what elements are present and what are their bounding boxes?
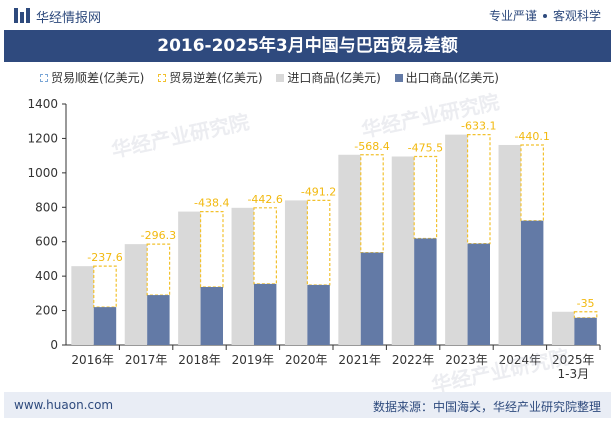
tagline: 专业严谨 客观科学: [489, 7, 601, 24]
deficit-data-label: -633.1: [461, 120, 496, 133]
x-tick-label: 2024年: [499, 353, 542, 367]
deficit-box: [360, 154, 384, 254]
bar-chart: 0 200 400 600 800 1000 1200 1400 -237.6 2016年 -296…: [27, 97, 601, 381]
legend-item-export[interactable]: 出口商品(亿美元): [394, 69, 499, 86]
deficit-box: [93, 265, 117, 308]
deficit-box: [413, 155, 438, 240]
import-bar: [231, 207, 254, 345]
legend-swatch-import: [276, 74, 285, 82]
import-bar: [551, 311, 575, 345]
export-bar: [200, 286, 223, 345]
export-bar: [414, 238, 437, 345]
legend-label-import: 进口商品(亿美元): [287, 71, 381, 85]
legend-item-import[interactable]: 进口商品(亿美元): [276, 69, 381, 86]
export-bar: [253, 283, 277, 345]
deficit-data-label: -440.1: [514, 130, 549, 143]
x-tick-label: 2022年: [392, 353, 435, 367]
y-tick-label: 800: [35, 200, 58, 214]
brand-name[interactable]: 华经情报网: [36, 11, 102, 26]
legend-label-surplus: 贸易顺差(亿美元): [51, 71, 145, 85]
x-tick-label: 2016年: [71, 353, 114, 367]
chart-title: 2016-2025年3月中国与巴西贸易差额: [157, 36, 458, 56]
export-bar: [307, 284, 330, 345]
import-bar: [338, 154, 361, 345]
import-bar: [391, 156, 415, 345]
deficit-data-label: -237.6: [87, 251, 122, 264]
deficit-data-label: -568.4: [354, 140, 389, 153]
deficit-data-label: -35: [577, 297, 595, 310]
export-bar: [147, 295, 170, 345]
legend-item-deficit[interactable]: 贸易逆差(亿美元): [158, 69, 263, 86]
legend-item-surplus[interactable]: 贸易顺差(亿美元): [40, 69, 144, 86]
y-tick-label: 1200: [27, 131, 58, 145]
x-tick-label: 2019年: [232, 353, 275, 367]
export-bar: [467, 243, 490, 345]
footer-site-link[interactable]: www.huaon.com: [14, 398, 114, 412]
top-bar: 华经情报网 专业严谨 客观科学: [0, 0, 615, 30]
export-bar: [574, 317, 597, 345]
deficit-box: [573, 311, 598, 319]
deficit-data-label: -475.5: [408, 142, 443, 155]
legend-label-export: 出口商品(亿美元): [405, 71, 499, 85]
tagline-dot: [542, 13, 547, 18]
import-bar: [71, 266, 94, 345]
import-bar: [178, 211, 201, 345]
import-bar: [498, 144, 521, 345]
x-tick-label: 1-3月: [557, 367, 589, 381]
legend-label-deficit: 贸易逆差(亿美元): [169, 71, 263, 85]
export-bar: [360, 252, 384, 345]
footer-source: 数据来源：中国海关，华经产业研究院整理: [372, 400, 601, 414]
y-tick-label: 1400: [27, 97, 58, 111]
x-tick-label: 2018年: [178, 353, 221, 367]
title-bar: 2016-2025年3月中国与巴西贸易差额: [4, 30, 611, 62]
deficit-box: [146, 243, 171, 296]
chart-legend: 贸易顺差(亿美元) 贸易逆差(亿美元) 进口商品(亿美元) 出口商品(亿美元): [40, 69, 600, 89]
legend-swatch-export: [394, 74, 403, 82]
y-tick-label: 200: [35, 304, 58, 318]
logo-icon: [14, 8, 30, 23]
deficit-data-label: -442.6: [247, 193, 282, 206]
import-bar: [445, 134, 468, 345]
deficit-box: [306, 199, 331, 286]
legend-swatch-deficit: [158, 74, 167, 82]
x-tick-label: 2023年: [445, 353, 488, 367]
export-bar: [520, 220, 544, 345]
deficit-data-label: -296.3: [141, 229, 176, 242]
footer-bar: www.huaon.com 数据来源：中国海关，华经产业研究院整理: [4, 392, 611, 418]
legend-swatch-surplus: [40, 74, 48, 82]
x-tick-label: 2017年: [125, 353, 168, 367]
y-tick-label: 600: [35, 235, 58, 249]
y-tick-label: 400: [35, 269, 58, 283]
deficit-data-label: -438.4: [194, 197, 229, 210]
deficit-box: [466, 134, 491, 245]
export-bar: [93, 307, 117, 345]
x-tick-label: 2020年: [285, 353, 328, 367]
tagline-left: 专业严谨: [488, 9, 537, 23]
deficit-data-label: -491.2: [301, 185, 336, 198]
y-tick-label: 0: [50, 338, 58, 352]
tagline-right: 客观科学: [552, 9, 601, 23]
deficit-box: [253, 207, 277, 285]
deficit-box: [520, 144, 544, 222]
import-bar: [284, 200, 308, 345]
x-tick-label: 2021年: [338, 353, 381, 367]
x-tick-label: 2025年: [552, 353, 595, 367]
y-tick-label: 1000: [27, 166, 58, 180]
import-bar: [124, 244, 148, 345]
deficit-box: [199, 210, 224, 288]
